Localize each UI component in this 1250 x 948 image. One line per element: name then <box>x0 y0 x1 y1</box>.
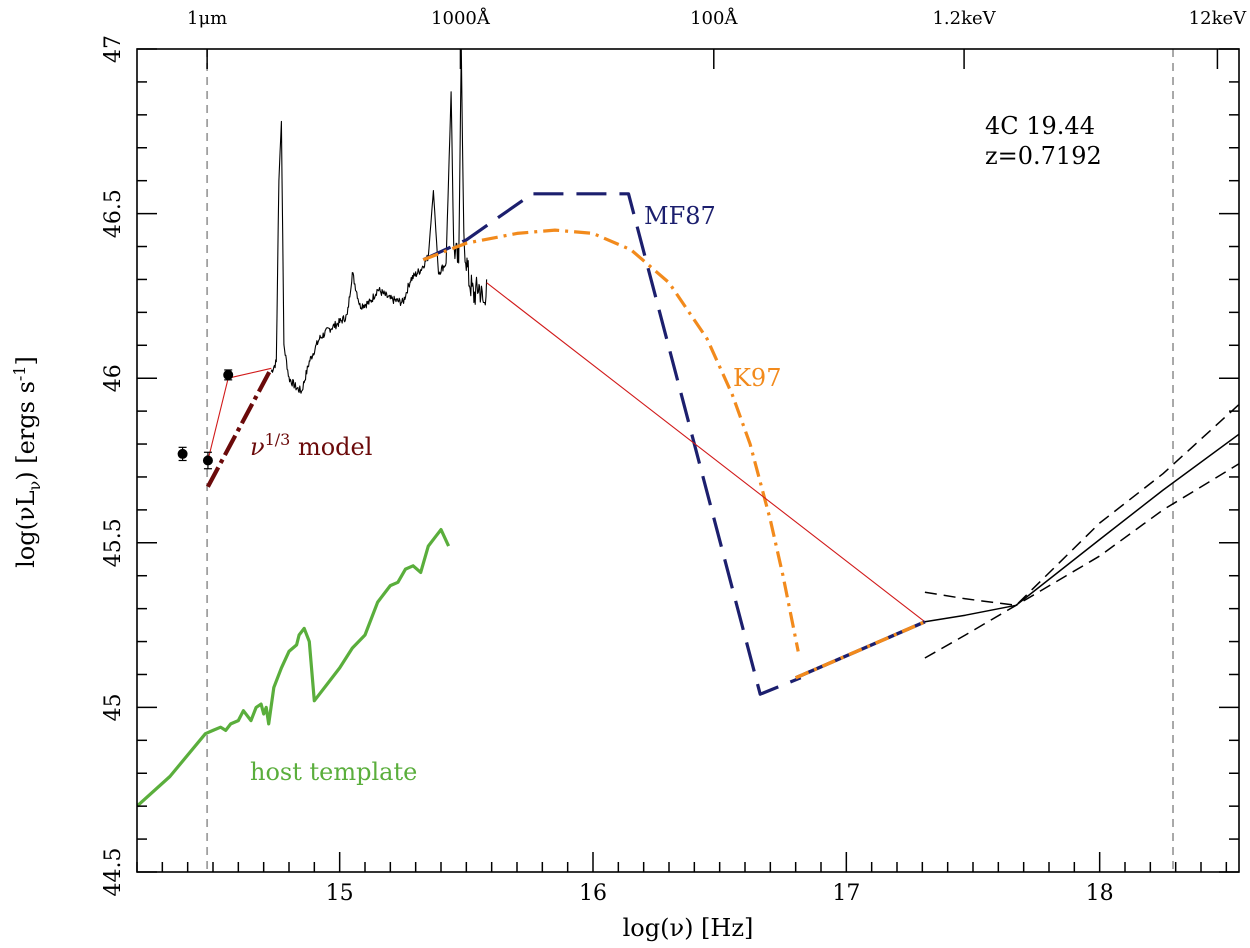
labels-layer: 15 16 17 18 44.5 45 45.5 46 46.5 47 1μm 1000Å 100Å 1.… <box>101 7 1247 906</box>
series-mf87 <box>422 192 802 696</box>
series--1-3-model <box>206 367 274 488</box>
y-tick-label: 45 <box>101 693 126 721</box>
ticks-layer <box>136 48 1239 873</box>
y-axis-title: log(νLν) [ergs s-1] <box>10 356 44 568</box>
legend-nu13-rest: model <box>290 433 372 461</box>
x-tick-label: 15 <box>326 881 354 906</box>
y-axis-title-end: ] <box>12 356 40 365</box>
legend-mf87: MF87 <box>644 202 716 230</box>
top-axis-label: 1μm <box>187 8 227 29</box>
legend-nu13-nu: ν <box>250 433 265 461</box>
legend-host-template: host template <box>250 758 417 786</box>
y-tick-label: 45.5 <box>101 518 126 567</box>
spectrum-line <box>270 49 488 394</box>
y-axis-title-sub: ν <box>25 481 44 491</box>
top-axis-label: 1.2keV <box>932 8 996 29</box>
legend-nu13-model: ν1/3 model <box>250 430 372 461</box>
series-xray-lower-bound <box>924 463 1239 659</box>
redshift-label: z=0.7192 <box>985 142 1102 170</box>
legend-nu13-sup: 1/3 <box>265 430 291 449</box>
legend-k97: K97 <box>733 364 781 392</box>
x-tick-label: 16 <box>579 881 607 906</box>
photometry-layer <box>177 369 234 470</box>
y-axis-title-sup: -1 <box>10 366 29 382</box>
top-axis-label: 100Å <box>690 7 738 29</box>
y-tick-label: 46 <box>101 364 126 392</box>
y-axis-title-unit: ) [ergs s <box>12 381 40 481</box>
y-tick-label: 47 <box>101 35 126 63</box>
object-name: 4C 19.44 <box>985 112 1095 140</box>
series-xray-powerlaw <box>924 433 1239 623</box>
x-axis-title: log(ν) [Hz] <box>623 914 754 942</box>
series-k97 <box>422 228 800 652</box>
top-axis-label: 1000Å <box>431 7 491 29</box>
series-layer <box>137 49 1239 808</box>
x-tick-label: 17 <box>832 881 860 906</box>
x-tick-label: 18 <box>1086 881 1114 906</box>
series-host-template <box>137 527 451 808</box>
top-axis-label: 12keV <box>1189 8 1247 29</box>
series-xray-extrapolation-overlay <box>795 620 926 680</box>
plot-frame <box>136 48 1240 873</box>
photometry-point <box>177 448 188 459</box>
series-interpolation-uv-xray <box>486 282 926 623</box>
y-axis-title-main: log(νL <box>12 490 40 567</box>
photometry-point <box>223 369 234 380</box>
y-tick-label: 46.5 <box>101 189 126 238</box>
photometry-point <box>202 455 213 466</box>
y-tick-label: 44.5 <box>101 848 126 897</box>
series-xray-upper-bound <box>924 403 1239 607</box>
